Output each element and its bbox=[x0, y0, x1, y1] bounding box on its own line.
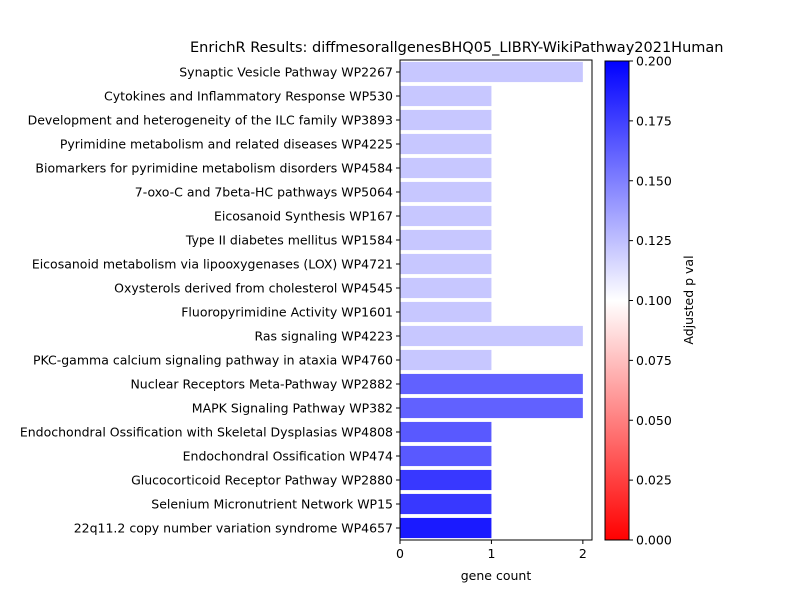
bar bbox=[400, 493, 492, 515]
bar bbox=[400, 277, 492, 299]
x-tick-label: 2 bbox=[579, 546, 587, 561]
y-tick-label: PKC-gamma calcium signaling pathway in a… bbox=[33, 353, 393, 368]
y-tick-label: Biomarkers for pyrimidine metabolism dis… bbox=[35, 161, 393, 176]
chart-title: EnrichR Results: diffmesorallgenesBHQ05_… bbox=[190, 40, 723, 56]
colorbar-tick-label: 0.175 bbox=[636, 113, 672, 128]
x-axis-label: gene count bbox=[461, 568, 532, 583]
colorbar-tick-label: 0.125 bbox=[636, 233, 672, 248]
bar bbox=[400, 301, 492, 323]
colorbar-tick-label: 0.100 bbox=[636, 293, 672, 308]
bar bbox=[400, 229, 492, 251]
x-tick-label: 0 bbox=[396, 546, 404, 561]
plot-frame bbox=[399, 59, 593, 541]
y-tick-label: MAPK Signaling Pathway WP382 bbox=[192, 401, 393, 416]
y-tick-label: Endochondral Ossification WP474 bbox=[183, 449, 393, 464]
bar bbox=[400, 517, 492, 539]
bar bbox=[400, 205, 492, 227]
plot-area: Synaptic Vesicle Pathway WP2267 Cytokines… bbox=[20, 61, 583, 539]
bar bbox=[400, 373, 583, 395]
colorbar bbox=[604, 60, 630, 541]
bar bbox=[400, 469, 492, 491]
colorbar-label: Adjusted p val bbox=[681, 255, 696, 344]
y-tick-label: Type II diabetes mellitus WP1584 bbox=[185, 233, 393, 248]
bar bbox=[400, 325, 583, 347]
y-tick-label: Pyrimidine metabolism and related diseas… bbox=[60, 137, 393, 152]
y-tick-label: Selenium Micronutrient Network WP15 bbox=[151, 497, 393, 512]
y-tick-label: Eicosanoid Synthesis WP167 bbox=[214, 209, 393, 224]
bar bbox=[400, 61, 583, 83]
x-tick-label: 1 bbox=[487, 546, 495, 561]
x-axis: 0 1 2 bbox=[396, 540, 587, 561]
bar bbox=[400, 445, 492, 467]
y-tick-label: Nuclear Receptors Meta-Pathway WP2882 bbox=[130, 377, 393, 392]
colorbar-tick-label: 0.000 bbox=[636, 533, 672, 548]
y-tick-label: Development and heterogeneity of the ILC… bbox=[28, 113, 393, 128]
colorbar-ticks: 0.000 0.025 0.050 0.075 0.100 0.125 0.150 0.175… bbox=[629, 54, 672, 548]
y-tick-label: Fluoropyrimidine Activity WP1601 bbox=[181, 305, 393, 320]
colorbar-tick-label: 0.150 bbox=[636, 173, 672, 188]
bar bbox=[400, 349, 492, 371]
colorbar-tick-label: 0.025 bbox=[636, 473, 672, 488]
y-tick-label: 7-oxo-C and 7beta-HC pathways WP5064 bbox=[135, 185, 393, 200]
colorbar-tick-label: 0.200 bbox=[636, 54, 672, 69]
y-tick-label: Oxysterols derived from cholesterol WP45… bbox=[114, 281, 393, 296]
y-tick-label: Synaptic Vesicle Pathway WP2267 bbox=[179, 65, 393, 80]
bar bbox=[400, 421, 492, 443]
bar bbox=[400, 157, 492, 179]
bar bbox=[400, 253, 492, 275]
bar bbox=[400, 133, 492, 155]
bar bbox=[400, 85, 492, 107]
bar bbox=[400, 181, 492, 203]
y-tick-label: Ras signaling WP4223 bbox=[254, 329, 393, 344]
bar bbox=[400, 397, 583, 419]
y-tick-label: Cytokines and Inflammatory Response WP53… bbox=[104, 89, 393, 104]
bar bbox=[400, 109, 492, 131]
colorbar-tick-label: 0.050 bbox=[636, 413, 672, 428]
colorbar-gradient bbox=[604, 60, 630, 541]
colorbar-tick-label: 0.075 bbox=[636, 353, 672, 368]
y-tick-label: Eicosanoid metabolism via lipooxygenases… bbox=[32, 257, 393, 272]
y-tick-label: 22q11.2 copy number variation syndrome W… bbox=[74, 521, 393, 536]
y-tick-label: Glucocorticoid Receptor Pathway WP2880 bbox=[131, 473, 393, 488]
y-tick-label: Endochondral Ossification with Skeletal … bbox=[20, 425, 393, 440]
